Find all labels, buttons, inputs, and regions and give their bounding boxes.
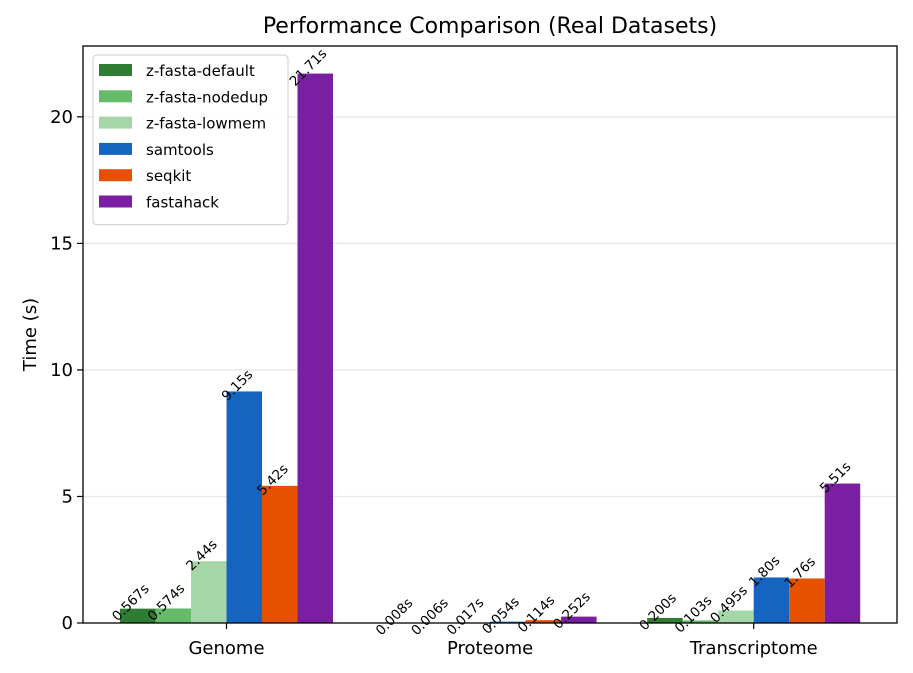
bar [718, 610, 754, 623]
bar [120, 608, 156, 623]
legend-label: z-fasta-default [146, 62, 255, 80]
legend-swatch [99, 64, 132, 76]
x-tick-label: Proteome [447, 638, 533, 659]
y-tick-label: 10 [50, 360, 73, 381]
y-axis-label: Time (s) [20, 298, 41, 372]
legend-swatch [99, 142, 132, 155]
x-tick-label: Transcriptome [689, 638, 818, 659]
legend-label: z-fasta-nodedup [146, 88, 268, 106]
legend-label: z-fasta-lowmem [146, 115, 266, 133]
bar [647, 617, 683, 623]
bar [682, 620, 719, 623]
bar [297, 73, 333, 623]
x-tick-label: Genome [188, 638, 264, 659]
legend-box [92, 54, 289, 226]
x-axis: Genome Proteome Transcriptome [188, 623, 818, 659]
bar [490, 621, 526, 623]
legend-swatch [99, 116, 132, 129]
legend-swatch [99, 169, 132, 182]
y-tick-label: 15 [50, 233, 73, 254]
bar [155, 608, 191, 623]
bar [561, 616, 597, 623]
bar [226, 391, 262, 623]
legend: z-fasta-default z-fasta-nodedup z-fasta-lo… [92, 54, 289, 226]
legend-label: fastahack [146, 194, 219, 212]
bar [824, 483, 861, 623]
bar [191, 561, 227, 623]
y-tick-label: 0 [62, 613, 73, 634]
bar [753, 577, 790, 623]
y-axis: 0 5 10 15 20 [50, 107, 83, 634]
legend-label: samtools [146, 141, 214, 159]
y-tick-label: 20 [50, 107, 73, 128]
legend-swatch [99, 195, 132, 208]
chart-title: Performance Comparison (Real Datasets) [263, 14, 717, 39]
bar [262, 485, 298, 623]
legend-swatch [99, 90, 132, 103]
bar [789, 578, 825, 623]
legend-label: seqkit [146, 167, 191, 185]
bars [120, 73, 861, 623]
y-tick-label: 5 [62, 486, 73, 507]
bar [525, 620, 562, 623]
